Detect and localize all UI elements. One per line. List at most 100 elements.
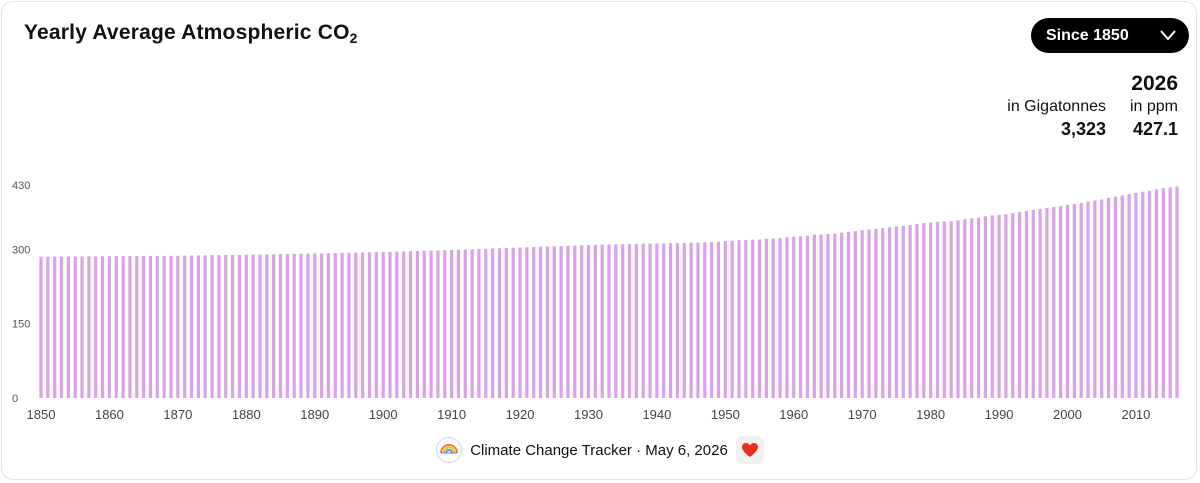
bar <box>1141 191 1145 398</box>
bar <box>662 243 666 398</box>
bar <box>347 252 351 398</box>
x-axis: 1850 1860 1870 1880 1890 1900 1910 1920 1930 1940… <box>27 407 1151 422</box>
chart-title-text: Yearly Average Atmospheric CO <box>24 21 350 44</box>
x-tick-label: 1990 <box>985 407 1014 422</box>
bar <box>450 249 454 398</box>
bar <box>580 245 584 398</box>
bar <box>593 244 597 398</box>
bar <box>751 239 755 398</box>
bar <box>46 256 50 398</box>
bar <box>456 249 461 398</box>
bar <box>785 237 789 398</box>
bar <box>970 218 974 398</box>
bars <box>39 186 1179 398</box>
stat-gigatonnes-label: in Gigatonnes <box>1007 98 1106 115</box>
bar <box>812 234 816 398</box>
x-tick-label: 1910 <box>437 407 466 422</box>
bar <box>333 253 337 398</box>
bar <box>121 256 125 398</box>
bar <box>107 256 112 398</box>
bar <box>655 243 659 398</box>
bar <box>1154 189 1159 398</box>
bar <box>805 235 810 398</box>
bar <box>258 254 262 398</box>
bar <box>915 223 919 398</box>
chevron-down-icon <box>1160 30 1176 41</box>
bar <box>80 256 84 398</box>
bar <box>771 238 775 398</box>
bar <box>231 254 235 398</box>
bar <box>573 245 577 398</box>
x-tick-label: 2000 <box>1053 407 1082 422</box>
bar <box>224 255 228 398</box>
bar <box>169 255 173 398</box>
bar <box>285 254 289 398</box>
rainbow-logo-icon[interactable] <box>436 437 463 463</box>
bar <box>1018 211 1022 398</box>
bar <box>135 256 139 398</box>
y-axis: 0 150 300 430 <box>12 180 30 405</box>
bar <box>627 244 632 398</box>
bar <box>100 256 105 398</box>
y-tick-label: 0 <box>12 393 18 405</box>
stat-ppm-value: 427.1 <box>1132 119 1178 139</box>
bar <box>737 240 741 398</box>
bar <box>990 215 994 398</box>
bar <box>566 245 570 398</box>
bar <box>39 256 43 398</box>
bar <box>703 242 707 398</box>
x-tick-label: 1960 <box>779 407 808 422</box>
bar <box>388 251 392 398</box>
bar <box>730 240 734 398</box>
bar <box>265 254 269 398</box>
heart-icon <box>741 443 758 457</box>
bar <box>278 254 283 398</box>
range-dropdown-label: Since 1850 <box>1046 26 1129 44</box>
bar <box>511 247 515 398</box>
bar <box>53 256 57 398</box>
y-tick-label: 150 <box>12 319 30 331</box>
bar <box>1086 201 1090 398</box>
bar <box>422 250 426 398</box>
favorite-button[interactable] <box>735 436 764 464</box>
y-tick-label: 300 <box>12 244 30 256</box>
bar <box>819 234 823 398</box>
bar <box>1134 192 1138 398</box>
bar <box>402 251 406 398</box>
range-dropdown-button[interactable]: Since 1850 <box>1031 18 1189 53</box>
stat-ppm: in ppm 427.1 <box>1130 98 1178 140</box>
bar <box>935 221 940 398</box>
bar <box>710 242 714 398</box>
bar <box>470 249 474 398</box>
bar <box>1024 210 1029 398</box>
x-tick-label: 1870 <box>163 407 192 422</box>
footer-source: Climate Change Tracker · May 6, 2026 <box>470 441 728 459</box>
bar <box>525 247 529 398</box>
bar <box>881 228 885 398</box>
bar <box>162 255 166 398</box>
bar <box>682 242 686 398</box>
bar <box>764 238 768 398</box>
bar <box>1161 188 1165 398</box>
bar <box>306 253 310 398</box>
x-tick-label: 1930 <box>574 407 603 422</box>
bar <box>148 255 153 398</box>
bar <box>901 225 905 398</box>
bar <box>1004 214 1008 398</box>
bar <box>1113 196 1118 398</box>
bar <box>1038 208 1042 398</box>
bar <box>956 220 960 398</box>
bar <box>244 254 248 398</box>
bar <box>189 255 194 398</box>
bar <box>491 248 495 398</box>
bar <box>614 244 618 398</box>
bar <box>395 251 399 398</box>
bar <box>1175 186 1179 398</box>
bar <box>976 217 981 398</box>
x-tick-label: 2010 <box>1121 407 1150 422</box>
x-tick-label: 1880 <box>232 407 261 422</box>
bar <box>668 243 673 398</box>
bar <box>183 255 187 398</box>
x-tick-label: 1920 <box>506 407 535 422</box>
bar <box>922 223 926 398</box>
